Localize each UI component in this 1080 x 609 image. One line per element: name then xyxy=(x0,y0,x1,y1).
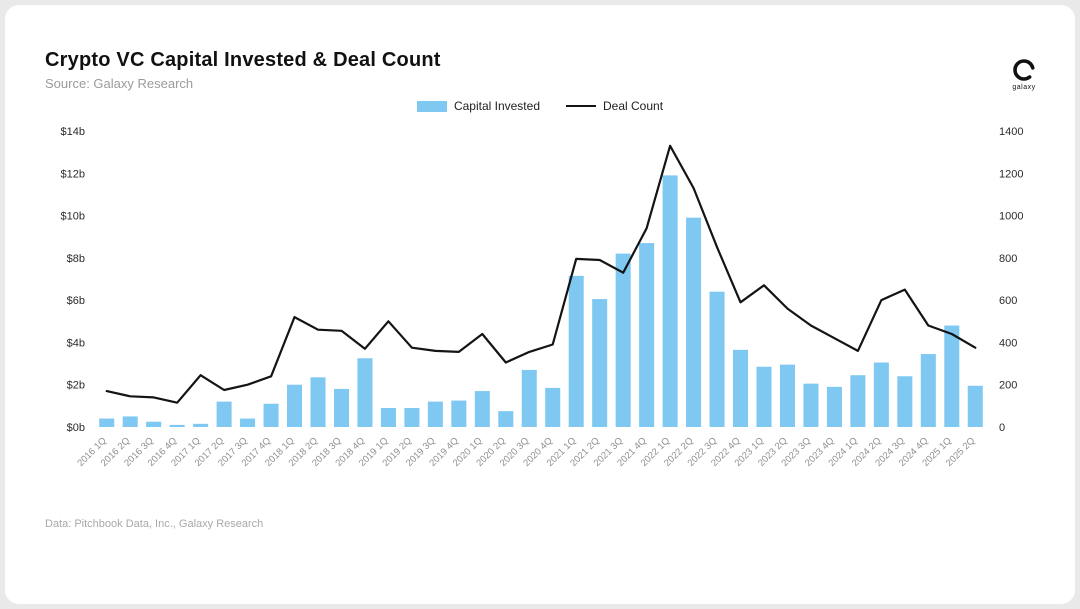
chart-area: $0b $2b $4b $6b $8b $10b $12b $14b 0 200 400 600 800… xyxy=(43,115,1037,516)
chart-subtitle: Source: Galaxy Research xyxy=(45,76,194,91)
svg-text:$14b: $14b xyxy=(61,126,85,138)
svg-text:800: 800 xyxy=(999,253,1017,265)
bar-swatch-icon xyxy=(416,100,447,112)
legend-item-capital-invested: Capital Invested xyxy=(416,99,540,113)
chart-card: galaxy Crypto VC Capital Invested & Deal… xyxy=(5,5,1075,604)
galaxy-logo-text: galaxy xyxy=(1012,84,1036,91)
legend-label-capital-invested: Capital Invested xyxy=(453,99,540,113)
line-swatch-icon xyxy=(566,104,596,108)
legend-label-deal-count: Deal Count xyxy=(603,99,664,113)
chart-legend: Capital Invested Deal Count xyxy=(43,99,1037,113)
legend-item-deal-count: Deal Count xyxy=(566,99,663,113)
svg-text:200: 200 xyxy=(999,380,1017,392)
galaxy-logo: galaxy xyxy=(1007,57,1041,91)
chart-title: Crypto VC Capital Invested & Deal Count xyxy=(45,49,441,71)
svg-text:$8b: $8b xyxy=(67,253,85,265)
svg-text:$12b: $12b xyxy=(61,168,85,180)
svg-text:1200: 1200 xyxy=(999,168,1023,180)
svg-text:$10b: $10b xyxy=(61,211,85,223)
data-source-note: Data: Pitchbook Data, Inc., Galaxy Resea… xyxy=(45,518,264,530)
svg-text:$2b: $2b xyxy=(67,380,85,392)
svg-text:0: 0 xyxy=(999,422,1005,434)
svg-text:1400: 1400 xyxy=(999,126,1023,138)
combo-chart: $0b $2b $4b $6b $8b $10b $12b $14b 0 200 400 600 800… xyxy=(61,126,1024,469)
svg-text:$0b: $0b xyxy=(67,422,85,434)
galaxy-logo-icon xyxy=(1013,59,1035,81)
svg-text:$6b: $6b xyxy=(67,295,85,307)
svg-text:$4b: $4b xyxy=(67,337,85,349)
svg-text:400: 400 xyxy=(999,337,1017,349)
svg-text:1000: 1000 xyxy=(999,211,1023,223)
svg-text:600: 600 xyxy=(999,295,1017,307)
